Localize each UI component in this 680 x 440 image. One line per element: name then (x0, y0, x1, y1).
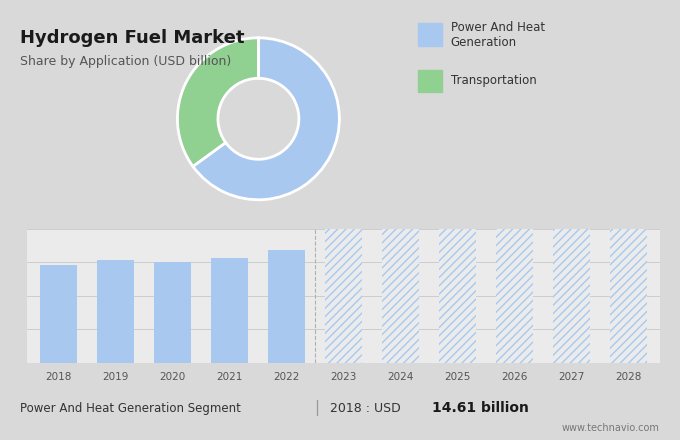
Bar (268, 250, 305, 363)
Bar (325, 229, 362, 363)
Bar (553, 229, 590, 363)
Bar (496, 229, 533, 363)
Wedge shape (193, 38, 339, 200)
Bar (382, 229, 419, 363)
Text: Share by Application (USD billion): Share by Application (USD billion) (20, 55, 232, 68)
Bar (211, 258, 248, 363)
Text: Transportation: Transportation (451, 74, 537, 88)
Bar (610, 229, 647, 363)
Text: www.technavio.com: www.technavio.com (562, 423, 660, 433)
Text: 2018 : USD: 2018 : USD (330, 402, 405, 415)
Text: Power And Heat
Generation: Power And Heat Generation (451, 21, 545, 49)
Bar (97, 260, 134, 363)
Wedge shape (177, 38, 258, 166)
Text: |: | (313, 400, 319, 416)
Text: 14.61 billion: 14.61 billion (432, 401, 528, 415)
Bar (40, 265, 77, 363)
Text: Hydrogen Fuel Market: Hydrogen Fuel Market (20, 29, 245, 47)
Text: Power And Heat Generation Segment: Power And Heat Generation Segment (20, 402, 241, 415)
Bar (439, 229, 476, 363)
Bar (154, 262, 191, 363)
